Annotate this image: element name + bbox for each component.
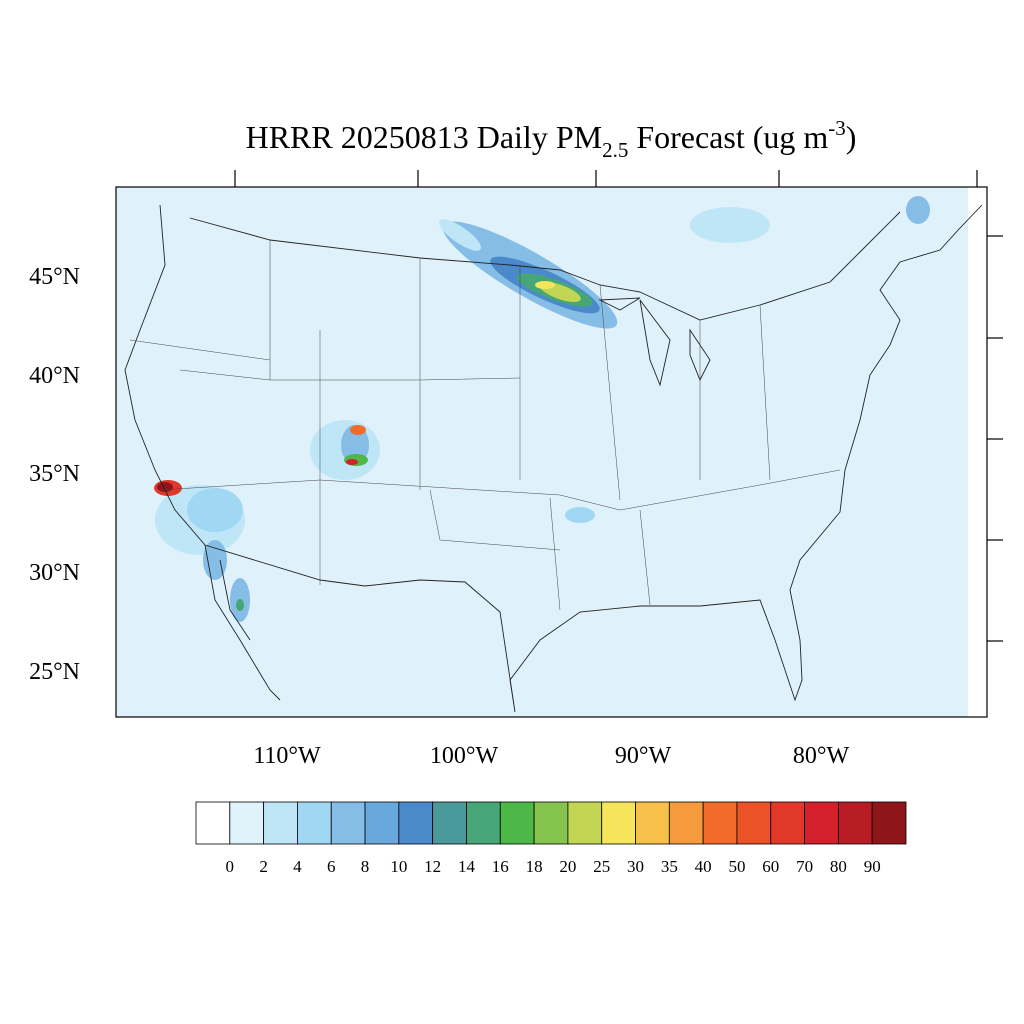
colorbar-label: 30 xyxy=(627,857,644,876)
colorbar-box xyxy=(871,801,907,845)
lon-label: 100°W xyxy=(430,743,499,769)
colorbar-label: 2 xyxy=(259,857,268,876)
smoke-plumes xyxy=(154,196,930,622)
colorbar-label: 80 xyxy=(830,857,847,876)
map xyxy=(115,170,1003,718)
title-end: ) xyxy=(846,119,857,155)
colorbar-box xyxy=(364,801,400,845)
colorbar-label: 50 xyxy=(728,857,745,876)
frame-ticks xyxy=(234,170,1003,642)
title-sup: -3 xyxy=(828,116,846,140)
colorbar-label: 8 xyxy=(361,857,370,876)
colorbar-box xyxy=(398,801,434,845)
border-north xyxy=(189,211,901,321)
colorbar-box xyxy=(466,801,501,845)
lat-label: 40°N xyxy=(29,363,80,389)
colorbar-label: 6 xyxy=(327,857,336,876)
axis-labels: 45°N 40°N 35°N 30°N 25°N 110°W 100°W 90°W 80°W xyxy=(29,264,849,769)
colorbar: 0 2 4 6 8 10 12 14 16 18 20 25 30 35 40 50 60 70 80 90 xyxy=(195,801,907,876)
colorbar-box xyxy=(567,801,603,845)
lon-label: 80°W xyxy=(793,743,850,769)
colorbar-label: 90 xyxy=(864,857,881,876)
colorbar-box xyxy=(804,801,839,845)
colorbar-label: 0 xyxy=(226,857,235,876)
colorbar-box xyxy=(432,801,467,845)
colorbar-box xyxy=(499,801,535,845)
colorbar-box xyxy=(297,801,332,845)
colorbar-box xyxy=(770,801,805,845)
lon-label: 110°W xyxy=(253,743,321,769)
colorbar-box xyxy=(195,801,231,845)
lat-label: 25°N xyxy=(29,659,80,685)
colorbar-box xyxy=(601,801,636,845)
lat-label: 30°N xyxy=(29,560,80,586)
colorbar-box xyxy=(736,801,772,845)
colorbar-label: 20 xyxy=(559,857,576,876)
title-mid: Forecast (ug m xyxy=(628,119,828,155)
colorbar-box xyxy=(229,801,265,845)
title-sub: 2.5 xyxy=(602,138,628,162)
lat-label: 45°N xyxy=(29,264,80,290)
colorbar-box xyxy=(263,801,298,845)
colorbar-label: 35 xyxy=(661,857,678,876)
baja xyxy=(204,544,281,701)
colorbar-label: 10 xyxy=(390,857,407,876)
lat-label: 35°N xyxy=(29,461,80,487)
title: HRRR 20250813 Daily PM2.5 Forecast (ug m… xyxy=(246,116,857,162)
colorbar-label: 70 xyxy=(796,857,813,876)
colorbar-label: 12 xyxy=(424,857,441,876)
map-frame xyxy=(115,186,988,718)
colorbar-box xyxy=(837,801,873,845)
colorbar-box xyxy=(635,801,670,845)
colorbar-label: 25 xyxy=(593,857,610,876)
coastline xyxy=(124,204,983,713)
colorbar-box xyxy=(330,801,366,845)
colorbar-label: 16 xyxy=(492,857,509,876)
colorbar-box xyxy=(533,801,569,845)
colorbar-label: 60 xyxy=(762,857,779,876)
colorbar-label: 14 xyxy=(458,857,476,876)
lon-label: 90°W xyxy=(615,743,672,769)
colorbar-label: 40 xyxy=(695,857,712,876)
title-main: HRRR 20250813 Daily PM xyxy=(246,119,602,155)
colorbar-box xyxy=(668,801,704,845)
colorbar-label: 4 xyxy=(293,857,302,876)
colorbar-box xyxy=(702,801,738,845)
colorbar-label: 18 xyxy=(526,857,543,876)
